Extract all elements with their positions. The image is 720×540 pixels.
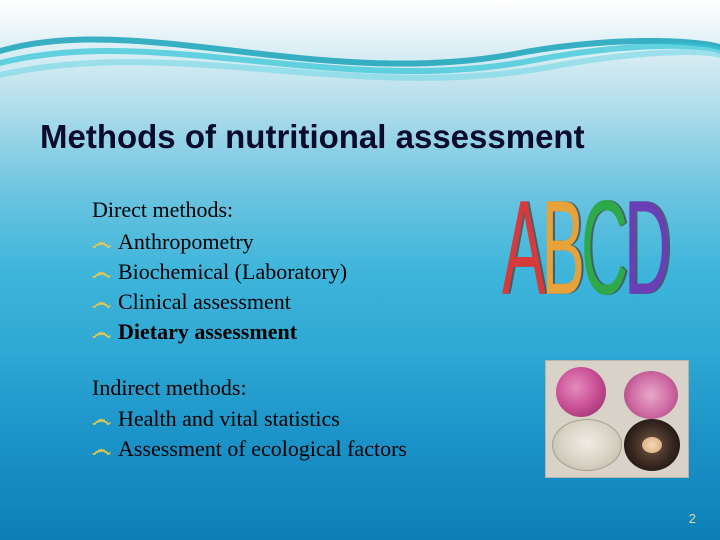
- bullet-icon: ෴: [92, 437, 118, 464]
- abcd-letter-a: A: [502, 172, 541, 326]
- abcd-letter-b: B: [541, 172, 580, 326]
- indirect-label: Indirect methods:: [92, 373, 522, 403]
- list-item: ෴ Anthropometry: [92, 227, 522, 257]
- abcd-graphic: A B C D: [502, 172, 667, 326]
- list-item: ෴ Dietary assessment: [92, 317, 522, 347]
- direct-label: Direct methods:: [92, 195, 522, 225]
- bullet-icon: ෴: [92, 290, 118, 317]
- bullet-text: Clinical assessment: [118, 287, 291, 317]
- list-item: ෴ Biochemical (Laboratory): [92, 257, 522, 287]
- bullet-text: Health and vital statistics: [118, 404, 340, 434]
- bullet-icon: ෴: [92, 260, 118, 287]
- list-item: ෴ Assessment of ecological factors: [92, 434, 522, 464]
- slide-title: Methods of nutritional assessment: [40, 118, 585, 156]
- bullet-icon: ෴: [92, 230, 118, 257]
- photo-scope-icon: [624, 419, 680, 471]
- spacer: [92, 347, 522, 373]
- page-number: 2: [689, 511, 696, 526]
- photo-cell-icon: [624, 371, 678, 419]
- bullet-text: Assessment of ecological factors: [118, 434, 407, 464]
- slide-content: Direct methods: ෴ Anthropometry ෴ Bioche…: [92, 195, 522, 464]
- list-item: ෴ Clinical assessment: [92, 287, 522, 317]
- lab-photo: [545, 360, 689, 478]
- abcd-letter-c: C: [581, 172, 624, 326]
- bullet-icon: ෴: [92, 407, 118, 434]
- bullet-text: Dietary assessment: [118, 317, 297, 347]
- bullet-text: Anthropometry: [118, 227, 254, 257]
- decorative-swoosh: [0, 0, 720, 120]
- photo-cell-icon: [556, 367, 606, 417]
- photo-dish-icon: [552, 419, 622, 471]
- bullet-icon: ෴: [92, 320, 118, 347]
- list-item: ෴ Health and vital statistics: [92, 404, 522, 434]
- bullet-text: Biochemical (Laboratory): [118, 257, 347, 287]
- abcd-letter-d: D: [624, 172, 667, 326]
- slide: Methods of nutritional assessment Direct…: [0, 0, 720, 540]
